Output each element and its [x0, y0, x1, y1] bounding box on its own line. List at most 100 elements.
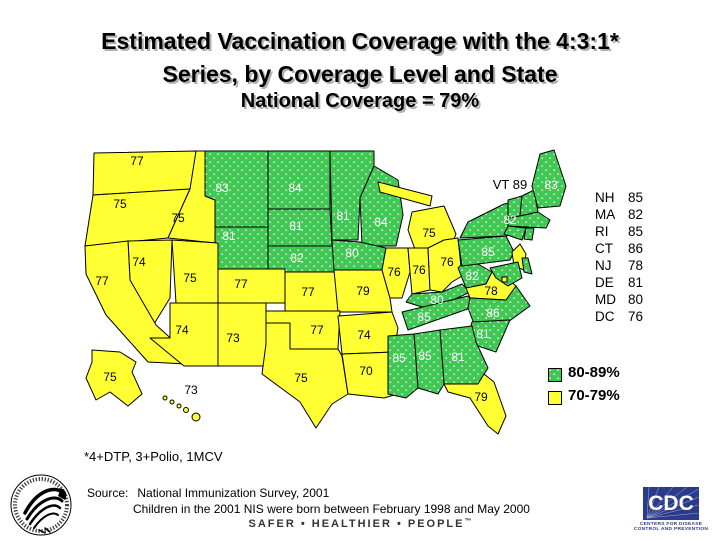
state-label-AZ: 74	[175, 323, 189, 337]
state-HI-island	[176, 403, 182, 409]
title-line-2: Series, by Coverage Level and State	[162, 61, 558, 87]
state-label-NV: 74	[132, 255, 146, 269]
state-label-TX: 75	[294, 371, 308, 385]
legend-label: 70-79%	[568, 387, 620, 404]
state-label-AK: 75	[103, 370, 117, 384]
state-PA	[457, 235, 515, 267]
state-FL	[443, 373, 507, 435]
state-label-UT: 75	[183, 271, 197, 285]
state-label-ME: 83	[544, 178, 558, 192]
tagline-text: SAFER • HEALTHIER • PEOPLE	[248, 518, 465, 530]
state-HI-island	[183, 407, 189, 413]
state-list-row: MA 82	[595, 206, 643, 223]
state-abbr: MA	[595, 207, 616, 222]
state-abbr: DC	[595, 309, 615, 324]
state-abbr: DE	[595, 275, 614, 290]
state-label-WA: 77	[130, 154, 144, 168]
state-list-row: RI 85	[595, 223, 643, 240]
state-IN	[407, 247, 431, 295]
source-line-2: Children in the 2001 NIS were born betwe…	[133, 502, 530, 516]
state-abbr: CT	[595, 241, 613, 256]
state-label-IN: 76	[412, 263, 426, 277]
legend-item-70-79: 70-79%	[548, 387, 620, 410]
title-line-1: Estimated Vaccination Coverage with the …	[101, 28, 619, 54]
legend-item-80-89: 80-89%	[548, 364, 620, 387]
legend-swatch-green	[548, 367, 562, 382]
state-label-GA: 81	[451, 350, 465, 364]
state-WA	[92, 150, 197, 196]
state-label-WY: 81	[222, 229, 236, 243]
state-list-row: DE 81	[595, 274, 643, 291]
state-ME	[531, 149, 567, 209]
state-AK	[85, 349, 143, 407]
state-label-ID: 75	[171, 211, 185, 225]
trademark-symbol: ™	[464, 518, 472, 525]
cdc-logo: CDC	[643, 487, 699, 520]
state-label-CO: 77	[234, 277, 248, 291]
state-list-row: MD 80	[595, 291, 643, 308]
hhs-eagle-logo-icon	[10, 474, 72, 536]
state-OH	[427, 237, 463, 293]
state-label-OK: 77	[310, 323, 324, 337]
state-label-NC: 86	[486, 306, 500, 320]
state-abbr: NJ	[595, 258, 612, 273]
state-label-MT: 83	[215, 181, 229, 195]
state-label-KS: 77	[301, 285, 315, 299]
footnote: *4+DTP, 3+Polio, 1MCV	[84, 449, 223, 464]
state-label-NM: 73	[226, 331, 240, 345]
state-label-WV: 82	[465, 269, 479, 283]
state-value: 85	[628, 190, 644, 205]
state-MI-upper	[377, 181, 433, 207]
legend-swatch-yellow	[548, 390, 562, 405]
state-abbr: RI	[595, 224, 609, 239]
state-value: 78	[628, 258, 644, 273]
state-label-FL: 79	[474, 390, 488, 404]
state-label-MI: 75	[422, 226, 436, 240]
state-MD	[489, 261, 523, 287]
state-value: 86	[628, 241, 644, 256]
cdc-subtext-line-1: CENTERS FOR DISEASE	[639, 522, 703, 527]
state-label-SC: 81	[476, 327, 490, 341]
state-HI-island	[169, 399, 175, 405]
state-value: 82	[628, 207, 644, 222]
state-label-NY: 82	[503, 213, 517, 227]
state-label-OR: 75	[113, 197, 127, 211]
cdc-acronym: CDC	[648, 492, 694, 515]
state-list-row: CT 86	[595, 240, 643, 257]
state-HI-island	[162, 395, 168, 401]
cdc-logo-subtext: CENTERS FOR DISEASE CONTROL AND PREVENTI…	[633, 522, 709, 533]
legend-label: 80-89%	[568, 364, 620, 381]
state-label-CA: 77	[95, 274, 109, 288]
state-list-row: NH 85	[595, 189, 643, 206]
state-label-SD: 81	[289, 219, 303, 233]
title-line-3: National Coverage = 79%	[240, 90, 480, 112]
state-label-IA: 80	[345, 246, 359, 260]
legend: 80-89% 70-79%	[548, 364, 620, 410]
state-label-MS: 85	[392, 351, 406, 365]
state-label-HI: 73	[184, 383, 198, 397]
state-NM	[217, 302, 267, 367]
state-CO	[217, 268, 286, 304]
state-value: 80	[628, 292, 644, 307]
cdc-logo-rays-icon	[646, 487, 699, 519]
source-label: Source:	[87, 486, 129, 500]
state-value: 81	[628, 275, 644, 290]
state-value: 85	[628, 224, 644, 239]
source-line-1: Source: National Immunization Survey, 200…	[87, 485, 530, 501]
safer-healthier-people-tagline: SAFER • HEALTHIER • PEOPLE™	[0, 518, 720, 530]
state-RI	[523, 227, 535, 241]
state-MS	[387, 333, 419, 399]
state-label-NE: 82	[290, 251, 304, 265]
source-block: Source: National Immunization Survey, 200…	[87, 485, 530, 517]
state-label-MN: 81	[336, 209, 350, 223]
state-label-ND: 84	[288, 181, 302, 195]
state-label-AR: 74	[357, 328, 371, 342]
state-abbr: NH	[595, 190, 615, 205]
state-CT	[503, 225, 527, 241]
state-label-WI: 84	[374, 215, 388, 229]
state-list-row: DC 76	[595, 308, 643, 325]
state-NC	[467, 285, 531, 325]
state-abbr: MD	[595, 292, 616, 307]
state-list-row: NJ 78	[595, 257, 643, 274]
